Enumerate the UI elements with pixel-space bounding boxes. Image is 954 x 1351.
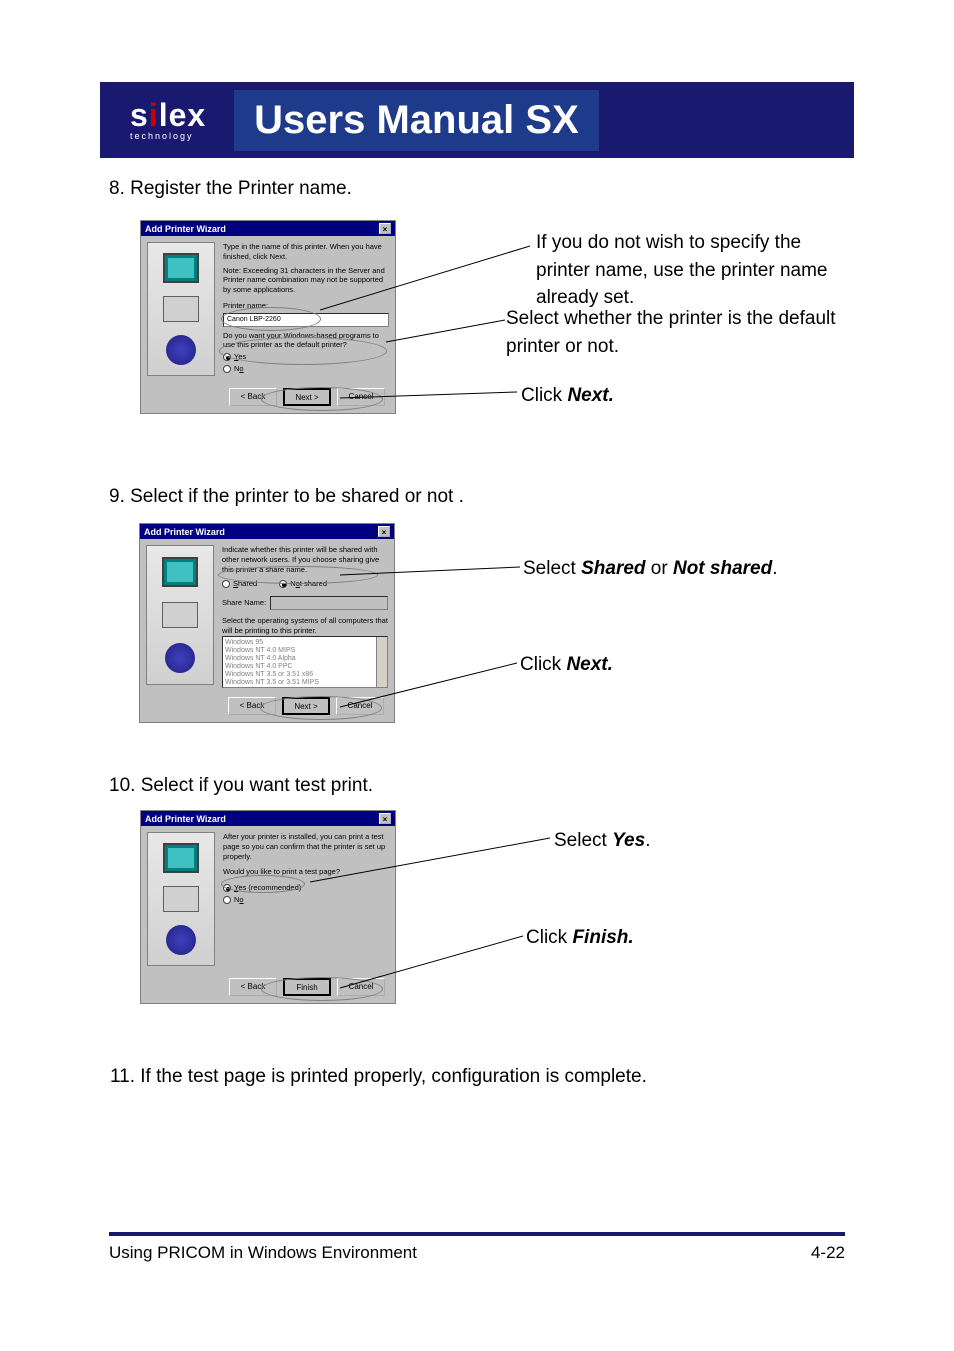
step-11-text: 11. If the test page is printed properly… bbox=[110, 1066, 647, 1088]
dialog9-highlight-share bbox=[218, 566, 378, 584]
dialog8-highlight-default bbox=[219, 337, 387, 365]
dialog10-sidebar-graphic bbox=[147, 832, 215, 966]
step-8-text: 8. Register the Printer name. bbox=[109, 178, 352, 200]
callout-10a: Select Yes. bbox=[554, 827, 650, 855]
logo: silex technology bbox=[130, 99, 206, 141]
dialog-step10: Add Printer Wizard × After your printer … bbox=[140, 810, 396, 1004]
dialog9-sharename-label: Share Name: bbox=[222, 598, 266, 608]
dialog10-close-icon[interactable]: × bbox=[379, 813, 391, 824]
dialog-step9: Add Printer Wizard × Indicate whether th… bbox=[139, 523, 395, 723]
callout-8a: If you do not wish to specify the printe… bbox=[536, 229, 856, 312]
banner-title: Users Manual SX bbox=[254, 98, 579, 142]
callout-8b: Select whether the printer is the defaul… bbox=[506, 305, 856, 360]
dialog8-radio-no[interactable]: No bbox=[223, 364, 389, 374]
dialog9-os-listbox[interactable]: Windows 95 Windows NT 4.0 MIPS Windows N… bbox=[222, 636, 388, 688]
dialog9-titlebar: Add Printer Wizard × bbox=[140, 524, 394, 539]
printer-icon bbox=[163, 886, 199, 912]
dialog9-line2: Select the operating systems of all comp… bbox=[222, 616, 388, 636]
logo-text: silex bbox=[130, 99, 206, 131]
footer-rule bbox=[109, 1232, 845, 1236]
page-banner: silex technology Users Manual SX bbox=[100, 82, 854, 158]
dialog8-titlebar: Add Printer Wizard × bbox=[141, 221, 395, 236]
listbox-scrollbar[interactable] bbox=[376, 637, 387, 687]
monitor-icon bbox=[163, 843, 199, 873]
ribbon-icon bbox=[165, 643, 195, 673]
callout-9b: Click Next. bbox=[520, 651, 613, 679]
dialog9-sidebar-graphic bbox=[146, 545, 214, 685]
dialog9-highlight-buttons bbox=[260, 696, 382, 720]
ribbon-icon bbox=[166, 925, 196, 955]
dialog10-titlebar: Add Printer Wizard × bbox=[141, 811, 395, 826]
logo-subtext: technology bbox=[130, 131, 194, 141]
dialog-step8: Add Printer Wizard × Type in the name of… bbox=[140, 220, 396, 414]
dialog8-line1: Type in the name of this printer. When y… bbox=[223, 242, 389, 262]
callout-8c: Click Next. bbox=[521, 382, 614, 410]
footer-page-number: 4-22 bbox=[811, 1243, 845, 1263]
monitor-icon bbox=[162, 557, 198, 587]
step-10-text: 10. Select if you want test print. bbox=[109, 775, 373, 797]
dialog8-close-icon[interactable]: × bbox=[379, 223, 391, 234]
printer-icon bbox=[163, 296, 199, 322]
dialog9-sharename-input[interactable] bbox=[270, 596, 388, 610]
dialog9-close-icon[interactable]: × bbox=[378, 526, 390, 537]
dialog8-sidebar-graphic bbox=[147, 242, 215, 376]
dialog8-line2: Note: Exceeding 31 characters in the Ser… bbox=[223, 266, 389, 295]
printer-icon bbox=[162, 602, 198, 628]
dialog10-radio-no[interactable]: No bbox=[223, 895, 389, 905]
ribbon-icon bbox=[166, 335, 196, 365]
monitor-icon bbox=[163, 253, 199, 283]
callout-9a: Select Shared or Not shared. bbox=[523, 555, 778, 583]
banner-title-box: Users Manual SX bbox=[234, 90, 599, 151]
dialog10-content: After your printer is installed, you can… bbox=[215, 832, 389, 966]
dialog10-highlight-yes bbox=[221, 875, 305, 893]
dialog10-highlight-buttons bbox=[261, 977, 383, 1001]
dialog10-title: Add Printer Wizard bbox=[145, 814, 226, 824]
dialog10-line1: After your printer is installed, you can… bbox=[223, 832, 389, 861]
step-9-text: 9. Select if the printer to be shared or… bbox=[109, 486, 464, 508]
dialog8-title: Add Printer Wizard bbox=[145, 224, 226, 234]
callout-10b: Click Finish. bbox=[526, 924, 634, 952]
dialog8-highlight-buttons bbox=[261, 387, 383, 411]
footer-left: Using PRICOM in Windows Environment bbox=[109, 1243, 417, 1263]
dialog8-highlight-name bbox=[221, 307, 321, 331]
dialog9-title: Add Printer Wizard bbox=[144, 527, 225, 537]
